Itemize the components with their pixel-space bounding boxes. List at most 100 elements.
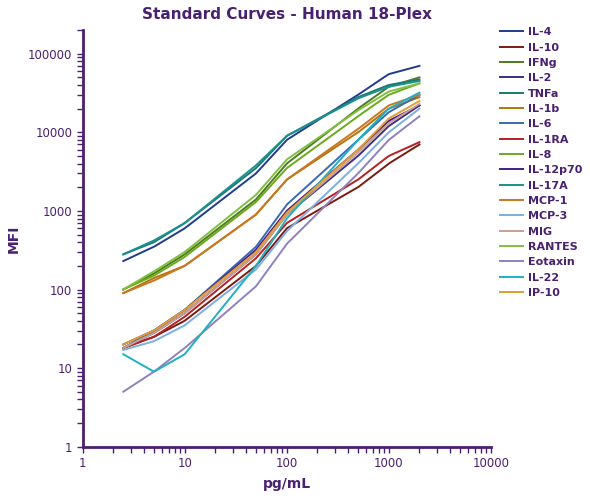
MCP-1	[416, 92, 423, 98]
MCP-3	[401, 117, 408, 123]
MCP-3	[199, 309, 206, 315]
IL-2	[391, 120, 398, 125]
IL-10	[137, 339, 145, 345]
IL-1RA	[391, 150, 398, 156]
IL-6	[132, 338, 139, 344]
TNFa	[199, 207, 206, 213]
MCP-1	[391, 101, 398, 107]
Line: TNFa: TNFa	[123, 80, 419, 254]
IL-1b	[120, 290, 127, 296]
IL-10	[120, 345, 127, 351]
IL-12p70	[137, 333, 145, 339]
IL-22	[137, 362, 145, 368]
MCP-1	[175, 266, 182, 272]
RANTES	[120, 286, 127, 292]
IL-4	[132, 252, 139, 258]
IL-8	[199, 241, 206, 247]
IL-12p70	[391, 115, 398, 121]
IL-12p70	[401, 110, 408, 116]
IL-22	[132, 358, 139, 364]
IFNg	[175, 255, 182, 261]
IL-4	[137, 250, 145, 256]
IL-1b	[137, 281, 145, 287]
IL-12p70	[132, 336, 139, 342]
RANTES	[199, 235, 206, 241]
Line: Eotaxin: Eotaxin	[123, 116, 419, 392]
RANTES	[175, 253, 182, 259]
IFNg	[137, 277, 145, 283]
Line: IL-1RA: IL-1RA	[123, 142, 419, 348]
IL-22	[176, 354, 183, 360]
IFNg	[199, 238, 206, 244]
IL-4	[175, 229, 182, 235]
Eotaxin	[175, 350, 182, 356]
IL-2	[401, 113, 408, 119]
IL-12p70	[120, 342, 127, 348]
MCP-3	[416, 106, 423, 112]
MIG	[120, 345, 127, 351]
MIG	[416, 101, 423, 107]
IP-10	[401, 107, 408, 113]
IL-22	[392, 102, 399, 108]
IL-8	[137, 278, 145, 284]
Eotaxin	[137, 377, 145, 383]
Eotaxin	[401, 124, 408, 130]
Line: IP-10: IP-10	[123, 101, 419, 345]
MIG	[137, 336, 145, 342]
IL-10	[175, 321, 182, 327]
IFNg	[391, 82, 398, 88]
IL-17A	[175, 224, 182, 230]
Line: MCP-3: MCP-3	[123, 109, 419, 350]
Line: IL-4: IL-4	[123, 66, 419, 261]
MCP-3	[132, 344, 139, 350]
Line: IL-10: IL-10	[123, 144, 419, 348]
IL-2	[199, 296, 206, 302]
IL-1b	[199, 250, 206, 256]
IL-1RA	[416, 139, 423, 145]
Line: IL-17A: IL-17A	[123, 81, 419, 254]
IL-8	[401, 86, 408, 92]
IL-17A	[137, 244, 145, 249]
X-axis label: pg/mL: pg/mL	[263, 477, 311, 491]
IL-1RA	[401, 146, 408, 152]
IP-10	[391, 113, 398, 119]
Line: IL-22: IL-22	[123, 93, 419, 372]
MIG	[132, 339, 139, 345]
IL-6	[401, 100, 408, 106]
IL-2	[132, 339, 139, 345]
IL-22	[200, 328, 207, 334]
IL-2	[120, 345, 127, 351]
MCP-1	[132, 285, 139, 291]
TNFa	[401, 79, 408, 85]
Line: IFNg: IFNg	[123, 77, 419, 289]
MCP-1	[120, 290, 127, 296]
IL-6	[391, 106, 398, 112]
IL-4	[120, 258, 127, 264]
IL-12p70	[175, 311, 182, 317]
IL-4	[199, 212, 206, 218]
RANTES	[391, 87, 398, 93]
IL-8	[391, 90, 398, 96]
TNFa	[175, 224, 182, 230]
IL-1b	[391, 104, 398, 110]
MIG	[175, 314, 182, 320]
IL-8	[416, 80, 423, 86]
IP-10	[199, 293, 206, 299]
IL-1RA	[175, 318, 182, 324]
Legend: IL-4, IL-10, IFNg, IL-2, TNFa, IL-1b, IL-6, IL-1RA, IL-8, IL-12p70, IL-17A, MCP-: IL-4, IL-10, IFNg, IL-2, TNFa, IL-1b, IL…	[500, 27, 582, 298]
MIG	[401, 111, 408, 117]
IP-10	[120, 342, 127, 348]
MCP-3	[137, 342, 145, 348]
Line: IL-8: IL-8	[123, 83, 419, 289]
IL-1RA	[132, 341, 139, 347]
MIG	[391, 117, 398, 123]
MCP-3	[120, 347, 127, 353]
MCP-3	[175, 326, 182, 332]
IL-2	[175, 314, 182, 320]
IP-10	[175, 311, 182, 317]
Line: IL-2: IL-2	[123, 106, 419, 348]
IFNg	[132, 280, 139, 286]
IP-10	[137, 333, 145, 339]
MCP-1	[401, 97, 408, 103]
IL-17A	[132, 246, 139, 252]
